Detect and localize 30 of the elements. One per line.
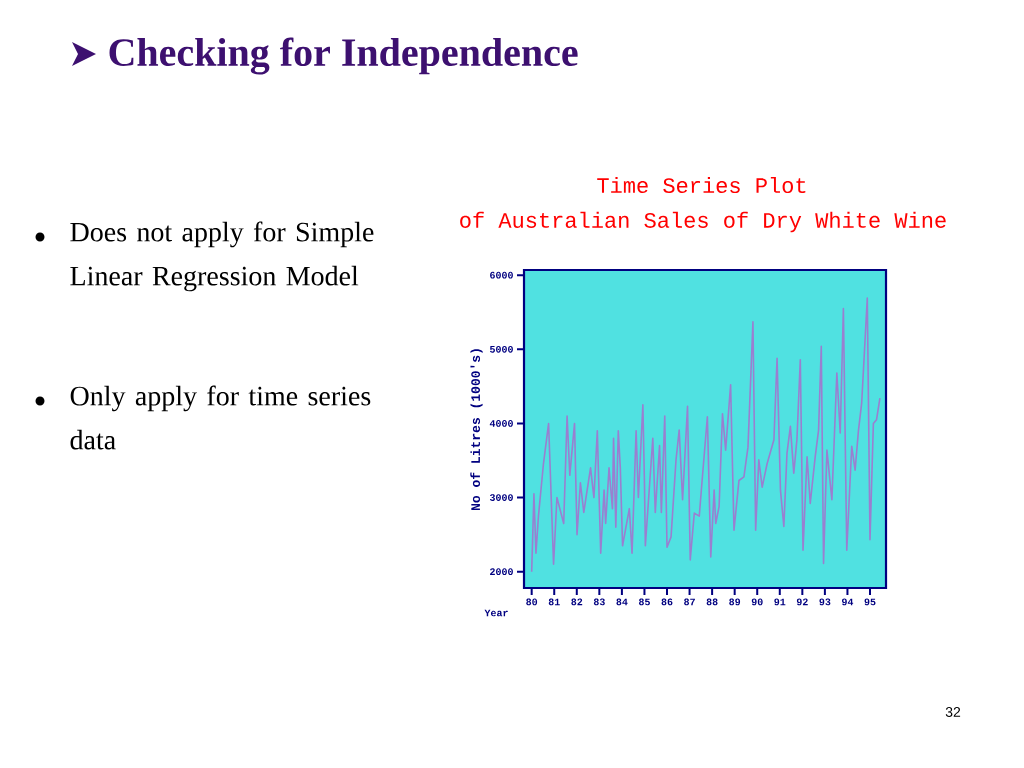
- y-axis-title: No of Litres (1000's): [470, 349, 483, 511]
- line-series: [530, 297, 881, 573]
- x-tick-label: 93: [819, 598, 831, 606]
- x-tick-label: 87: [684, 598, 695, 606]
- text: Checking for Independence: [109, 37, 578, 75]
- x-tick-label: 94: [842, 598, 854, 606]
- y-tick-label: 5000: [489, 345, 513, 353]
- text: 32: [945, 707, 961, 717]
- x-tick-label: 95: [864, 598, 876, 606]
- x-tick-label: 83: [593, 598, 605, 606]
- x-tick-label: 80: [526, 598, 538, 606]
- x-tick-label: 89: [729, 598, 741, 606]
- text: Does not apply for Simple Linear Regression Model: [70, 221, 374, 292]
- chart-subtitle: of Australian Sales of Dry White Wine: [460, 211, 946, 233]
- y-tick-label: 4000: [489, 420, 513, 427]
- y-tick-label: 3000: [489, 494, 513, 501]
- x-tick-label: 85: [638, 598, 650, 606]
- y-tick-label: 6000: [490, 271, 513, 279]
- x-axis-title: Year: [484, 609, 508, 617]
- x-tick-label: 91: [774, 598, 786, 606]
- x-tick-label: 81: [548, 598, 560, 606]
- y-tick-label: 2000: [490, 568, 513, 576]
- x-tick-label: 88: [706, 598, 718, 606]
- chart-title: Time Series Plot: [597, 176, 806, 194]
- text: Only apply for time series data: [70, 385, 371, 450]
- x-tick-label: 92: [796, 598, 808, 606]
- x-tick-label: 84: [616, 598, 628, 606]
- x-tick-label: 82: [571, 598, 583, 606]
- x-tick-label: 86: [661, 598, 673, 606]
- x-tick-label: 90: [751, 598, 763, 606]
